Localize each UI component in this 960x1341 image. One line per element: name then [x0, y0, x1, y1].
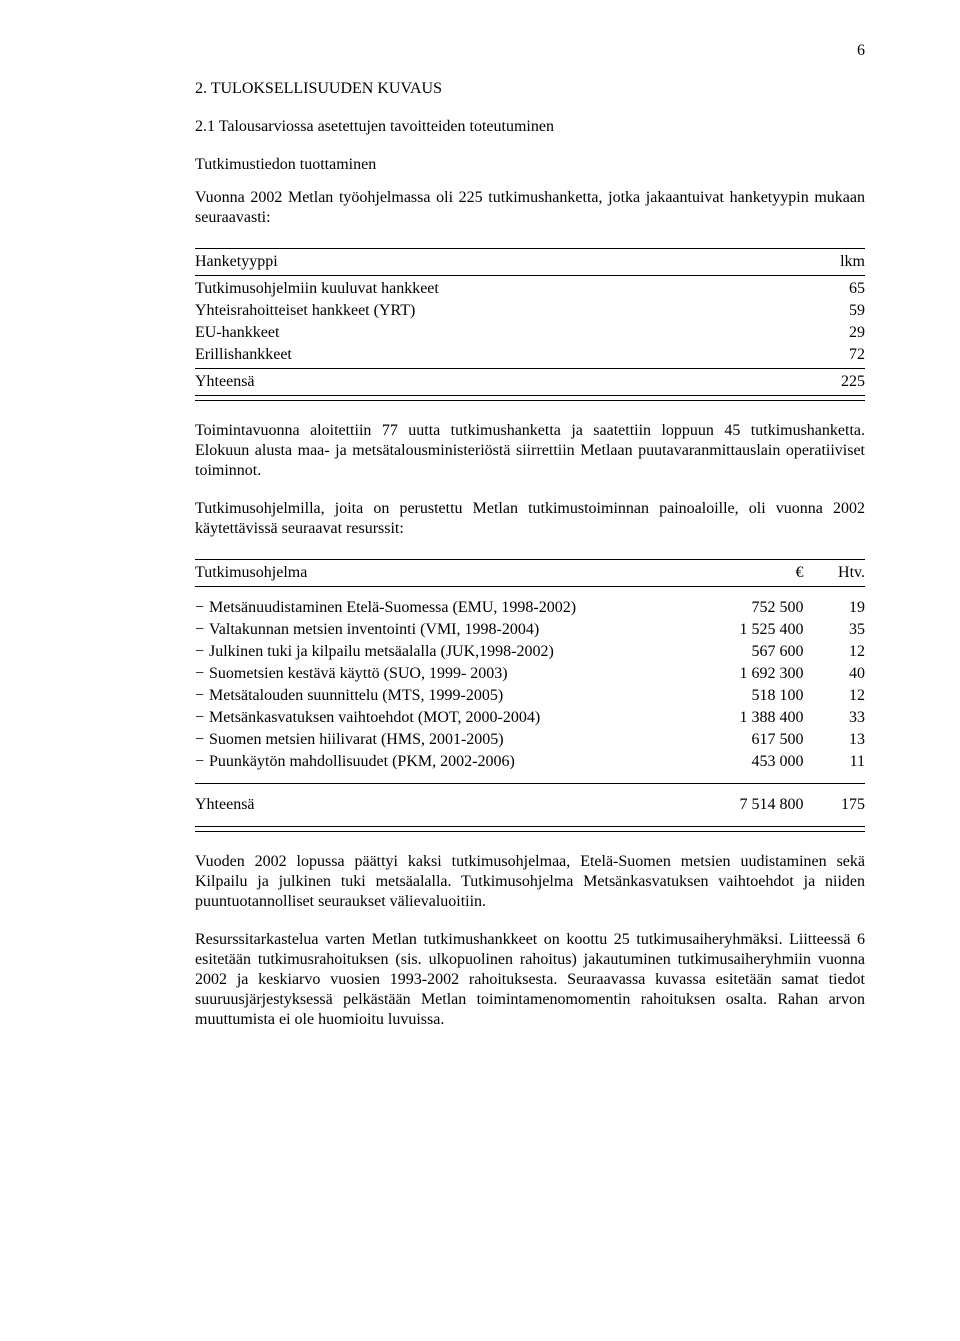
table-cell: 1 525 400	[694, 619, 804, 641]
table-cell: 11	[804, 751, 865, 773]
table-cell: 72	[761, 344, 865, 366]
table-row: −Metsänkasvatuksen vaihtoehdot (MOT, 200…	[195, 707, 865, 729]
intro-paragraph: Vuonna 2002 Metlan työohjelmassa oli 225…	[195, 188, 865, 228]
table-row: Tutkimusohjelmiin kuuluvat hankkeet 65	[195, 278, 865, 300]
table-cell: 225	[761, 371, 865, 393]
table-row: −Metsätalouden suunnittelu (MTS, 1999-20…	[195, 685, 865, 707]
table-cell: 35	[804, 619, 865, 641]
body-paragraph: Vuoden 2002 lopussa päättyi kaksi tutkim…	[195, 852, 865, 912]
table-row: −Suometsien kestävä käyttö (SUO, 1999- 2…	[195, 663, 865, 685]
table-cell: 40	[804, 663, 865, 685]
table-row: −Valtakunnan metsien inventointi (VMI, 1…	[195, 619, 865, 641]
table-cell: −Valtakunnan metsien inventointi (VMI, 1…	[195, 619, 694, 641]
table-row: −Suomen metsien hiilivarat (HMS, 2001-20…	[195, 729, 865, 751]
table-cell: −Metsänuudistaminen Etelä-Suomessa (EMU,…	[195, 597, 694, 619]
table-cell: EU-hankkeet	[195, 322, 761, 344]
table-row: −Julkinen tuki ja kilpailu metsäalalla (…	[195, 641, 865, 663]
table-cell: Yhteensä	[195, 371, 761, 393]
table-header-cell: Htv.	[804, 562, 865, 584]
hanketyyppi-table: Hanketyyppi lkm Tutkimusohjelmiin kuuluv…	[195, 246, 865, 403]
body-paragraph: Tutkimusohjelmilla, joita on perustettu …	[195, 499, 865, 539]
section-heading: 2. TULOKSELLISUUDEN KUVAUS	[195, 80, 865, 98]
row-label: Puunkäytön mahdollisuudet (PKM, 2002-200…	[209, 753, 515, 770]
table-header-cell: lkm	[761, 251, 865, 273]
table-cell: Erillishankkeet	[195, 344, 761, 366]
document-page: 6 2. TULOKSELLISUUDEN KUVAUS 2.1 Talousa…	[0, 0, 960, 1341]
table-cell: 59	[761, 300, 865, 322]
table-header-cell: €	[694, 562, 804, 584]
body-paragraph: Toimintavuonna aloitettiin 77 uutta tutk…	[195, 421, 865, 481]
table-cell: −Julkinen tuki ja kilpailu metsäalalla (…	[195, 641, 694, 663]
row-label: Metsänuudistaminen Etelä-Suomessa (EMU, …	[209, 599, 576, 616]
table-cell: 12	[804, 641, 865, 663]
table-row: −Puunkäytön mahdollisuudet (PKM, 2002-20…	[195, 751, 865, 773]
table-row: EU-hankkeet 29	[195, 322, 865, 344]
table-cell: 29	[761, 322, 865, 344]
table-cell: 7 514 800	[694, 794, 804, 816]
table-cell: −Puunkäytön mahdollisuudet (PKM, 2002-20…	[195, 751, 694, 773]
row-label: Valtakunnan metsien inventointi (VMI, 19…	[209, 621, 539, 638]
table-cell: Yhteisrahoitteiset hankkeet (YRT)	[195, 300, 761, 322]
table-cell: 33	[804, 707, 865, 729]
table-cell: 567 600	[694, 641, 804, 663]
table-total-row: Yhteensä 225	[195, 371, 865, 393]
table-row: −Metsänuudistaminen Etelä-Suomessa (EMU,…	[195, 597, 865, 619]
table-cell: 617 500	[694, 729, 804, 751]
table-header-row: Hanketyyppi lkm	[195, 251, 865, 273]
table-cell: 518 100	[694, 685, 804, 707]
page-number: 6	[857, 42, 865, 60]
table-cell: 13	[804, 729, 865, 751]
table-cell: Yhteensä	[195, 794, 694, 816]
tutkimusohjelma-table: Tutkimusohjelma € Htv. −Metsänuudistamin…	[195, 557, 865, 834]
table-cell: −Metsätalouden suunnittelu (MTS, 1999-20…	[195, 685, 694, 707]
row-label: Suometsien kestävä käyttö (SUO, 1999- 20…	[209, 665, 508, 682]
table-header-cell: Hanketyyppi	[195, 251, 761, 273]
table-header-row: Tutkimusohjelma € Htv.	[195, 562, 865, 584]
table-header-cell: Tutkimusohjelma	[195, 562, 694, 584]
table-cell: 752 500	[694, 597, 804, 619]
table-cell: 19	[804, 597, 865, 619]
row-label: Suomen metsien hiilivarat (HMS, 2001-200…	[209, 731, 504, 748]
table-cell: −Suomen metsien hiilivarat (HMS, 2001-20…	[195, 729, 694, 751]
table-total-row: Yhteensä 7 514 800 175	[195, 794, 865, 816]
table-cell: 65	[761, 278, 865, 300]
table-row: Erillishankkeet 72	[195, 344, 865, 366]
table-cell: 453 000	[694, 751, 804, 773]
row-label: Metsänkasvatuksen vaihtoehdot (MOT, 2000…	[209, 709, 540, 726]
row-label: Julkinen tuki ja kilpailu metsäalalla (J…	[209, 643, 554, 660]
table-cell: −Suometsien kestävä käyttö (SUO, 1999- 2…	[195, 663, 694, 685]
topic-label: Tutkimustiedon tuottaminen	[195, 156, 865, 174]
table-cell: 1 692 300	[694, 663, 804, 685]
table-row: Yhteisrahoitteiset hankkeet (YRT) 59	[195, 300, 865, 322]
subsection-heading: 2.1 Talousarviossa asetettujen tavoittei…	[195, 118, 865, 136]
table-cell: −Metsänkasvatuksen vaihtoehdot (MOT, 200…	[195, 707, 694, 729]
body-paragraph: Resurssitarkastelua varten Metlan tutkim…	[195, 930, 865, 1030]
table-cell: 12	[804, 685, 865, 707]
row-label: Metsätalouden suunnittelu (MTS, 1999-200…	[209, 687, 503, 704]
table-cell: 175	[804, 794, 865, 816]
table-cell: 1 388 400	[694, 707, 804, 729]
table-cell: Tutkimusohjelmiin kuuluvat hankkeet	[195, 278, 761, 300]
